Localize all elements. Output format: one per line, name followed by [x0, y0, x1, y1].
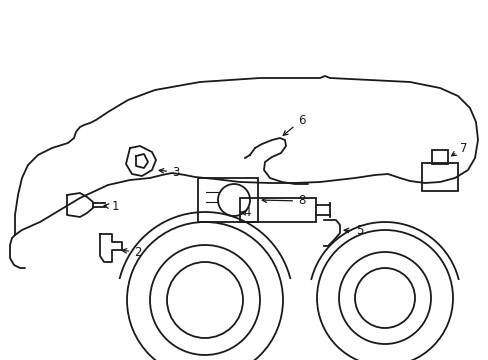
Text: 2: 2: [122, 246, 141, 258]
Text: 6: 6: [283, 113, 305, 135]
Text: 3: 3: [159, 166, 179, 179]
Text: 5: 5: [344, 225, 363, 238]
Text: 7: 7: [450, 141, 467, 156]
Text: 8: 8: [262, 194, 305, 207]
Text: 1: 1: [104, 201, 119, 213]
Text: 4: 4: [240, 207, 250, 220]
